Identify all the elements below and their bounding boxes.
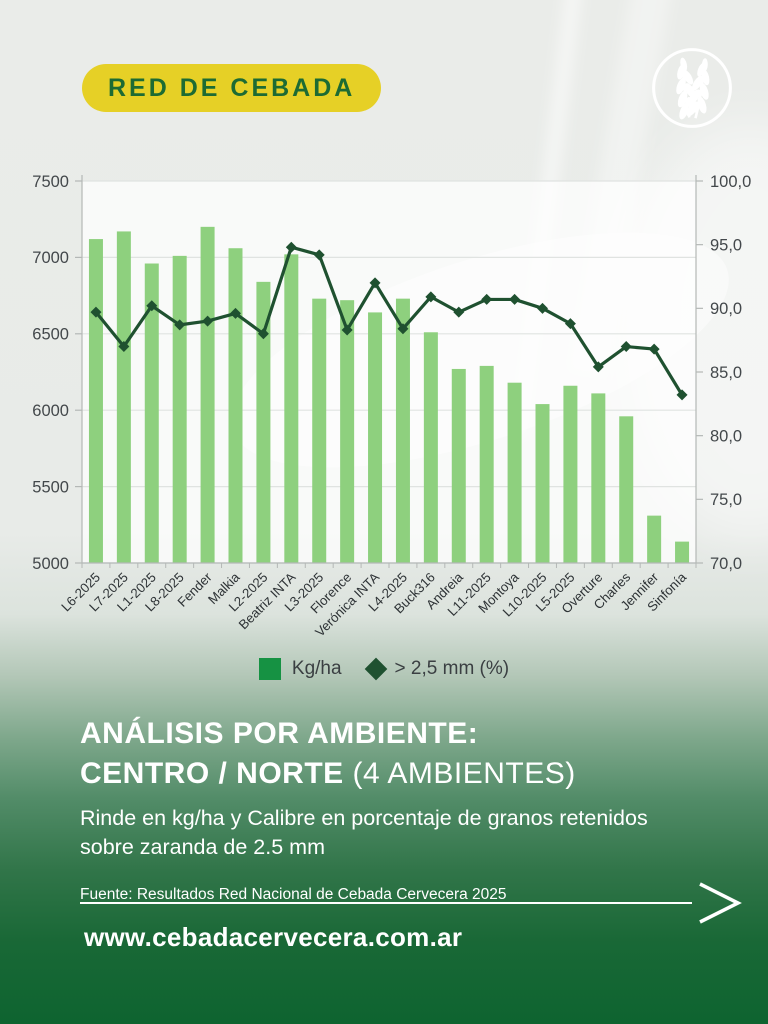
svg-text:6000: 6000 [32, 402, 69, 420]
page-title-line2: CENTRO / NORTE (4 AMBIENTES) [80, 754, 700, 794]
chart-description: Rinde en kg/ha y Calibre en porcentaje d… [80, 806, 648, 859]
svg-text:90,0: 90,0 [710, 300, 742, 318]
barley-logo [644, 40, 740, 136]
source-note: Fuente: Resultados Red Nacional de Cebad… [80, 886, 507, 903]
svg-text:7000: 7000 [32, 249, 69, 267]
legend-label: > 2,5 mm (%) [394, 658, 510, 679]
website-url: www.cebadacervecera.com.ar [84, 922, 463, 952]
chart-legend: Kg/ha > 2,5 mm (%) [0, 652, 768, 686]
red-de-cebada-badge: RED DE CEBADA [82, 64, 382, 112]
legend-item: > 2,5 mm (%) [364, 657, 510, 681]
legend-diamond-swatch [364, 657, 387, 681]
yield-calibre-chart: 7500 7000 6500 6000 5500 5000 100,0 95,0 90,0 85,… [0, 150, 768, 705]
right-arrow-icon [80, 882, 742, 924]
page-title-line1: ANÁLISIS POR AMBIENTE: [80, 717, 479, 750]
barley-ears-icon [652, 48, 732, 128]
page-title-line2-strong: CENTRO / NORTE [80, 757, 344, 790]
svg-text:5500: 5500 [32, 478, 69, 496]
svg-text:95,0: 95,0 [710, 236, 742, 254]
info-block: ANÁLISIS POR AMBIENTE: CENTRO / NORTE (4… [80, 714, 700, 904]
badge-label: RED DE CEBADA [108, 73, 356, 102]
svg-text:75,0: 75,0 [710, 491, 742, 509]
svg-text:85,0: 85,0 [710, 364, 742, 382]
divider-arrow [80, 880, 748, 926]
page-title-line2-light: (4 AMBIENTES) [343, 757, 576, 790]
legend-item: Kg/ha [258, 658, 342, 680]
legend-square-swatch [258, 658, 281, 680]
legend-label: Kg/ha [291, 658, 342, 679]
svg-text:70,0: 70,0 [710, 555, 742, 573]
svg-text:80,0: 80,0 [710, 427, 742, 445]
svg-text:7500: 7500 [32, 173, 69, 191]
svg-text:5000: 5000 [32, 555, 69, 573]
svg-text:100,0: 100,0 [710, 173, 751, 191]
svg-text:6500: 6500 [32, 326, 69, 344]
